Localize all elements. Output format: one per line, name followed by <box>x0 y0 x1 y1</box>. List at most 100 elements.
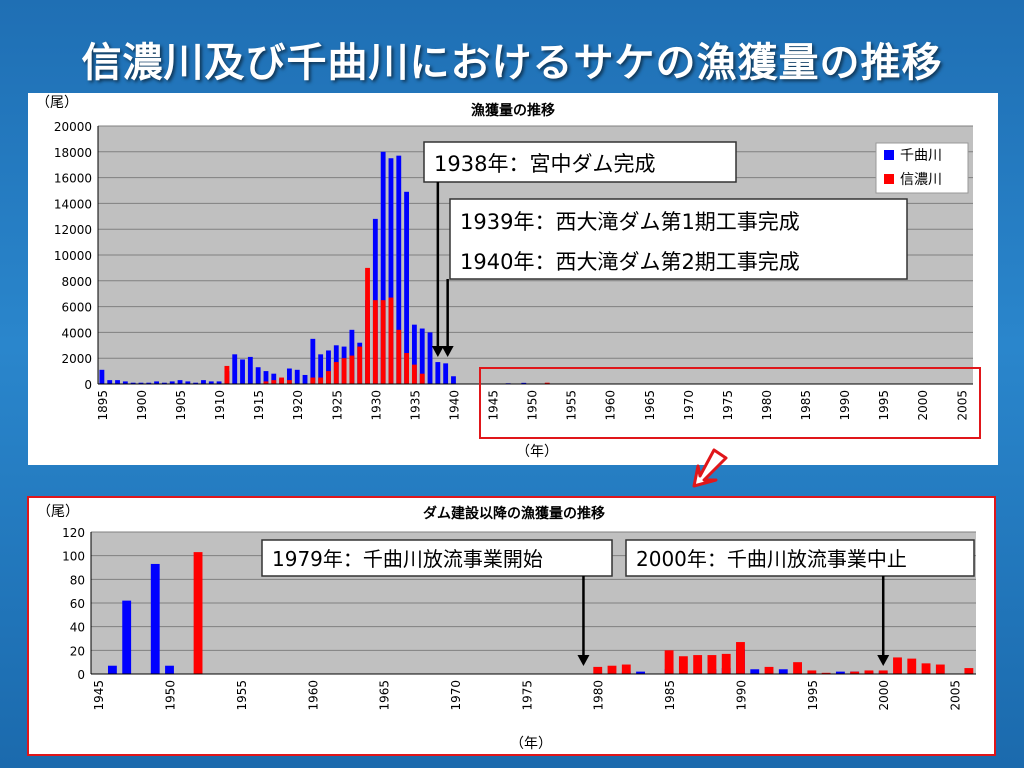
chart-post-dam-svg: ダム建設以降の漁獲量の推移 （尾） 0 20 40 60 80 100 120 1945 19… <box>37 504 976 752</box>
annotation-2000: 2000年：千曲川放流事業中止 <box>636 547 907 571</box>
bar-chikuma-1899 <box>130 382 136 384</box>
legend-label-chikuma: 千曲川 <box>900 148 942 164</box>
bar-shinano-1923 <box>318 377 324 384</box>
y-axis-label: （尾） <box>37 504 79 520</box>
bar-shinano-1918 <box>279 377 285 384</box>
x-tick-label: 1970 <box>682 390 696 421</box>
y-tick-label: 10000 <box>54 249 92 263</box>
x-tick-label: 1975 <box>520 680 534 711</box>
legend-label-shinano: 信濃川 <box>900 172 942 188</box>
bar-chikuma-1901 <box>146 382 152 384</box>
x-tick-label: 1910 <box>213 390 227 421</box>
bar-shinano-1981 <box>607 665 617 674</box>
x-tick-label: 1945 <box>92 680 106 711</box>
bar-shinano-1996 <box>821 672 831 674</box>
bar-shinano-1932 <box>388 297 394 384</box>
x-tick-label: 1920 <box>291 390 305 421</box>
bar-shinano-2006 <box>964 668 974 674</box>
x-tick-label: 1915 <box>252 390 266 421</box>
y-axis-label: （尾） <box>36 95 78 111</box>
arrow-1939-1940 <box>441 279 454 357</box>
bar-chikuma-1924 <box>326 350 331 384</box>
bar-shinano-1916 <box>263 381 269 384</box>
bar-chikuma-1993 <box>778 669 788 674</box>
x-tick-label: 1985 <box>663 680 677 711</box>
bar-chikuma-1912 <box>232 354 238 384</box>
bar-chikuma-1940 <box>451 376 456 384</box>
bar-chikuma-1900 <box>138 382 144 384</box>
bar-chikuma-1920 <box>294 369 300 384</box>
y-tick-label: 0 <box>77 668 85 682</box>
y-tick-label: 12000 <box>54 223 92 237</box>
bar-shinano-1986 <box>678 656 688 674</box>
bar-shinano-1982 <box>621 664 631 674</box>
x-tick-label: 1965 <box>643 390 657 421</box>
x-tick-label: 1955 <box>235 680 249 711</box>
y-tick-label: 0 <box>84 378 92 392</box>
bar-chikuma-1947 <box>122 600 132 674</box>
x-tick-label: 1930 <box>369 390 383 421</box>
bar-chikuma-1921 <box>302 374 308 384</box>
bar-shinano-1922 <box>310 377 316 384</box>
bar-chikuma-1904 <box>169 381 175 384</box>
chart-title: ダム建設以降の漁獲量の推移 <box>423 505 605 522</box>
chart-title: 漁獲量の推移 <box>471 102 555 119</box>
y-tick-label: 2000 <box>61 352 92 366</box>
bar-shinano-1925 <box>333 362 339 384</box>
bar-chikuma-1950 <box>165 665 174 674</box>
x-tick-label: 1990 <box>838 390 852 421</box>
bar-chikuma-1910 <box>216 381 222 384</box>
bar-shinano-1917 <box>271 380 277 384</box>
x-tick-label: 1995 <box>877 390 891 421</box>
annotation-box-1979 <box>261 539 613 577</box>
bar-shinano-1992 <box>764 666 774 674</box>
bar-chikuma-1903 <box>161 382 167 384</box>
x-tick-label: 1980 <box>592 680 606 711</box>
bar-chikuma-1946 <box>107 665 117 674</box>
bar-chikuma-1914 <box>247 356 253 384</box>
x-tick-label: 2005 <box>955 390 969 421</box>
bar-chikuma-1909 <box>208 381 214 384</box>
bar-shinano-2002 <box>907 658 917 674</box>
bar-chikuma-1983 <box>636 671 645 674</box>
y-tick-label: 20000 <box>54 120 92 134</box>
annotation-1939: 1939年：西大滝ダム第1期工事完成 <box>460 210 800 234</box>
bar-chikuma-1922 <box>310 338 316 384</box>
bar-shinano-1980 <box>593 666 603 674</box>
x-tick-label: 1975 <box>721 390 735 421</box>
bar-chikuma-1908 <box>201 380 206 384</box>
x-tick-label: 1965 <box>378 680 392 711</box>
bar-shinano-2000 <box>878 670 888 674</box>
bar-chikuma-1933 <box>396 155 402 384</box>
arrow-1979 <box>577 576 590 666</box>
bar-chikuma-1935 <box>411 324 417 384</box>
bar-shinano-1952 <box>544 382 550 384</box>
legend-swatch-chikuma <box>884 150 894 160</box>
y-tick-label: 80 <box>70 573 85 587</box>
annotation-1979: 1979年：千曲川放流事業開始 <box>272 547 543 571</box>
bar-shinano-1999 <box>864 670 874 674</box>
y-tick-label: 18000 <box>54 146 92 160</box>
arrow-down-icon <box>692 448 728 488</box>
legend-swatch-shinano <box>884 174 894 184</box>
bar-shinano-1930 <box>372 300 378 384</box>
bar-chikuma-1997 <box>835 671 845 674</box>
bar-chikuma-1931 <box>380 151 386 384</box>
bar-chikuma-1905 <box>177 380 183 384</box>
bar-shinano-1952 <box>193 552 203 674</box>
bar-shinano-1988 <box>707 655 717 674</box>
x-tick-label: 2000 <box>877 680 891 711</box>
y-tick-label: 60 <box>70 597 85 611</box>
x-tick-label: 1955 <box>565 390 579 421</box>
annotation-1940: 1940年：西大滝ダム第2期工事完成 <box>460 250 800 274</box>
bar-shinano-1998 <box>850 671 860 674</box>
x-tick-label: 2005 <box>949 680 963 711</box>
bar-chikuma-1919 <box>286 368 292 384</box>
bar-shinano-1929 <box>365 267 370 384</box>
arrow-2000 <box>877 576 890 666</box>
x-tick-label: 1935 <box>408 390 422 421</box>
bar-chikuma-1897 <box>115 380 120 384</box>
bar-shinano-1919 <box>286 380 292 384</box>
bar-chikuma-1913 <box>240 359 245 384</box>
annotation-box-2000 <box>625 539 975 577</box>
